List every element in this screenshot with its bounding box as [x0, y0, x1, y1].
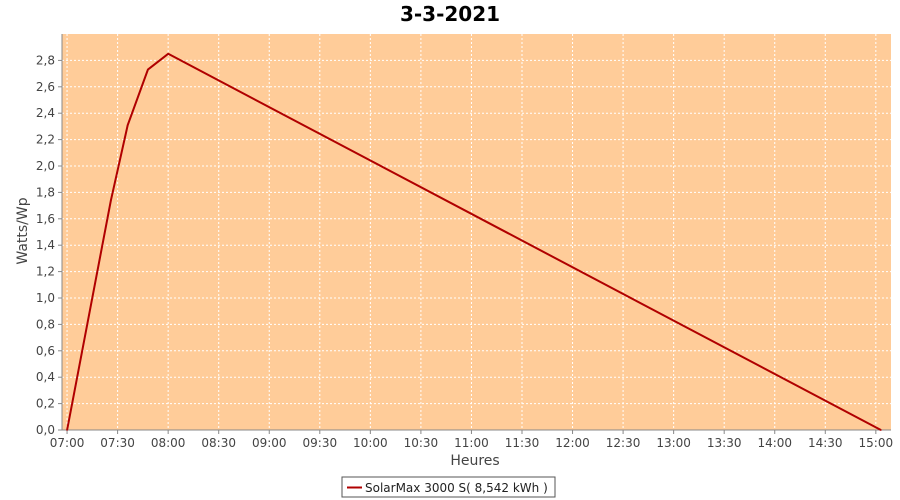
y-tick-label: 0,4 [36, 370, 55, 384]
y-tick-label: 0,0 [36, 423, 55, 437]
y-tick-label: 0,8 [36, 317, 55, 331]
x-tick-label: 09:00 [252, 436, 287, 450]
y-axis-label: Watts/Wp [15, 197, 31, 264]
y-tick-label: 2,8 [36, 53, 55, 67]
x-tick-label: 15:00 [859, 436, 894, 450]
x-tick-label: 10:30 [404, 436, 439, 450]
y-tick-label: 1,8 [36, 185, 55, 199]
series-point [880, 429, 882, 431]
y-tick-label: 2,4 [36, 106, 55, 120]
x-tick-label: 07:00 [50, 436, 85, 450]
series-point [126, 124, 129, 126]
series-point [147, 68, 149, 71]
series-line [66, 52, 882, 431]
series-layer [66, 52, 882, 431]
plot-area [62, 34, 891, 430]
chart-title: 3-3-2021 [400, 2, 500, 26]
grid-lines [62, 34, 891, 430]
y-tick-label: 1,6 [36, 212, 55, 226]
x-tick-label: 14:00 [757, 436, 792, 450]
x-tick-label: 08:00 [151, 436, 186, 450]
y-tick-label: 0,2 [36, 397, 55, 411]
x-axis-label: Heures [450, 453, 499, 469]
legend: SolarMax 3000 S( 8,542 kWh ) [341, 476, 556, 498]
x-tick-label: 11:30 [505, 436, 540, 450]
legend-box [341, 476, 556, 498]
y-tick-label: 1,2 [36, 265, 55, 279]
y-tick-label: 2,2 [36, 133, 55, 147]
y-tick-label: 0,6 [36, 344, 55, 358]
x-tick-label: 09:30 [303, 436, 338, 450]
x-tick-label: 10:00 [353, 436, 388, 450]
axes [61, 34, 891, 431]
y-tick-label: 2,0 [36, 159, 55, 173]
x-tick-label: 13:00 [656, 436, 691, 450]
y-tick-label: 1,4 [36, 238, 55, 252]
series-point [167, 53, 169, 55]
y-tick-label: 2,6 [36, 80, 55, 94]
y-axis-ticks: 0,0 0,2 0,4 0,6 0,8 1,0 1,2 1,4 1,6 1,8 2,0 2,2 2,4 2… [36, 53, 62, 437]
x-tick-label: 12:00 [555, 436, 590, 450]
series-point [110, 199, 112, 202]
x-tick-label: 12:30 [606, 436, 641, 450]
series-point [66, 429, 68, 431]
x-tick-label: 13:30 [707, 436, 742, 450]
x-axis-ticks: 07:00 07:30 08:00 08:30 09:00 09:30 10:00 10:30… [50, 430, 893, 450]
x-tick-label: 11:00 [454, 436, 489, 450]
x-tick-label: 07:30 [100, 436, 135, 450]
legend-label: SolarMax 3000 S( 8,542 kWh ) [365, 481, 548, 495]
y-tick-label: 1,0 [36, 291, 55, 305]
x-tick-label: 14:30 [808, 436, 843, 450]
x-tick-label: 08:30 [201, 436, 236, 450]
